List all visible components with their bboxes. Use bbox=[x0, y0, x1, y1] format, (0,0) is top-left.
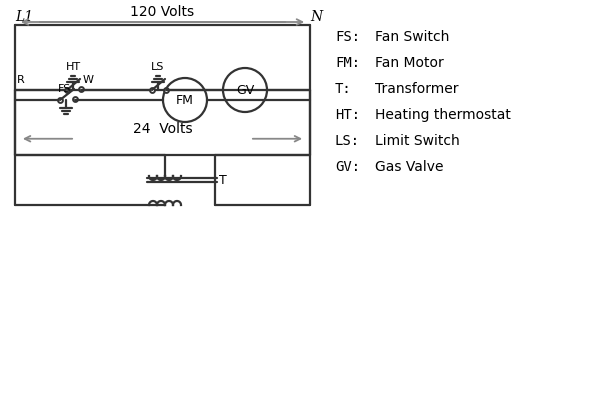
Text: GV: GV bbox=[236, 84, 254, 96]
Text: Fan Switch: Fan Switch bbox=[375, 30, 450, 44]
Text: N: N bbox=[310, 10, 322, 24]
Text: T:: T: bbox=[335, 82, 352, 96]
Text: FS: FS bbox=[58, 84, 71, 94]
Text: HT: HT bbox=[65, 62, 81, 72]
Text: GV:: GV: bbox=[335, 160, 360, 174]
Text: 120 Volts: 120 Volts bbox=[130, 5, 195, 19]
Text: Heating thermostat: Heating thermostat bbox=[375, 108, 511, 122]
Text: FS:: FS: bbox=[335, 30, 360, 44]
Text: FM: FM bbox=[176, 94, 194, 106]
Text: HT:: HT: bbox=[335, 108, 360, 122]
Text: Limit Switch: Limit Switch bbox=[375, 134, 460, 148]
Text: 24  Volts: 24 Volts bbox=[133, 122, 192, 136]
Text: L1: L1 bbox=[15, 10, 33, 24]
Text: Transformer: Transformer bbox=[375, 82, 458, 96]
Text: T: T bbox=[219, 174, 227, 186]
Text: W: W bbox=[83, 75, 94, 85]
Text: LS: LS bbox=[151, 62, 165, 72]
Text: LS:: LS: bbox=[335, 134, 360, 148]
Text: Fan Motor: Fan Motor bbox=[375, 56, 444, 70]
Text: Gas Valve: Gas Valve bbox=[375, 160, 444, 174]
Text: R: R bbox=[17, 75, 25, 85]
Text: FM:: FM: bbox=[335, 56, 360, 70]
